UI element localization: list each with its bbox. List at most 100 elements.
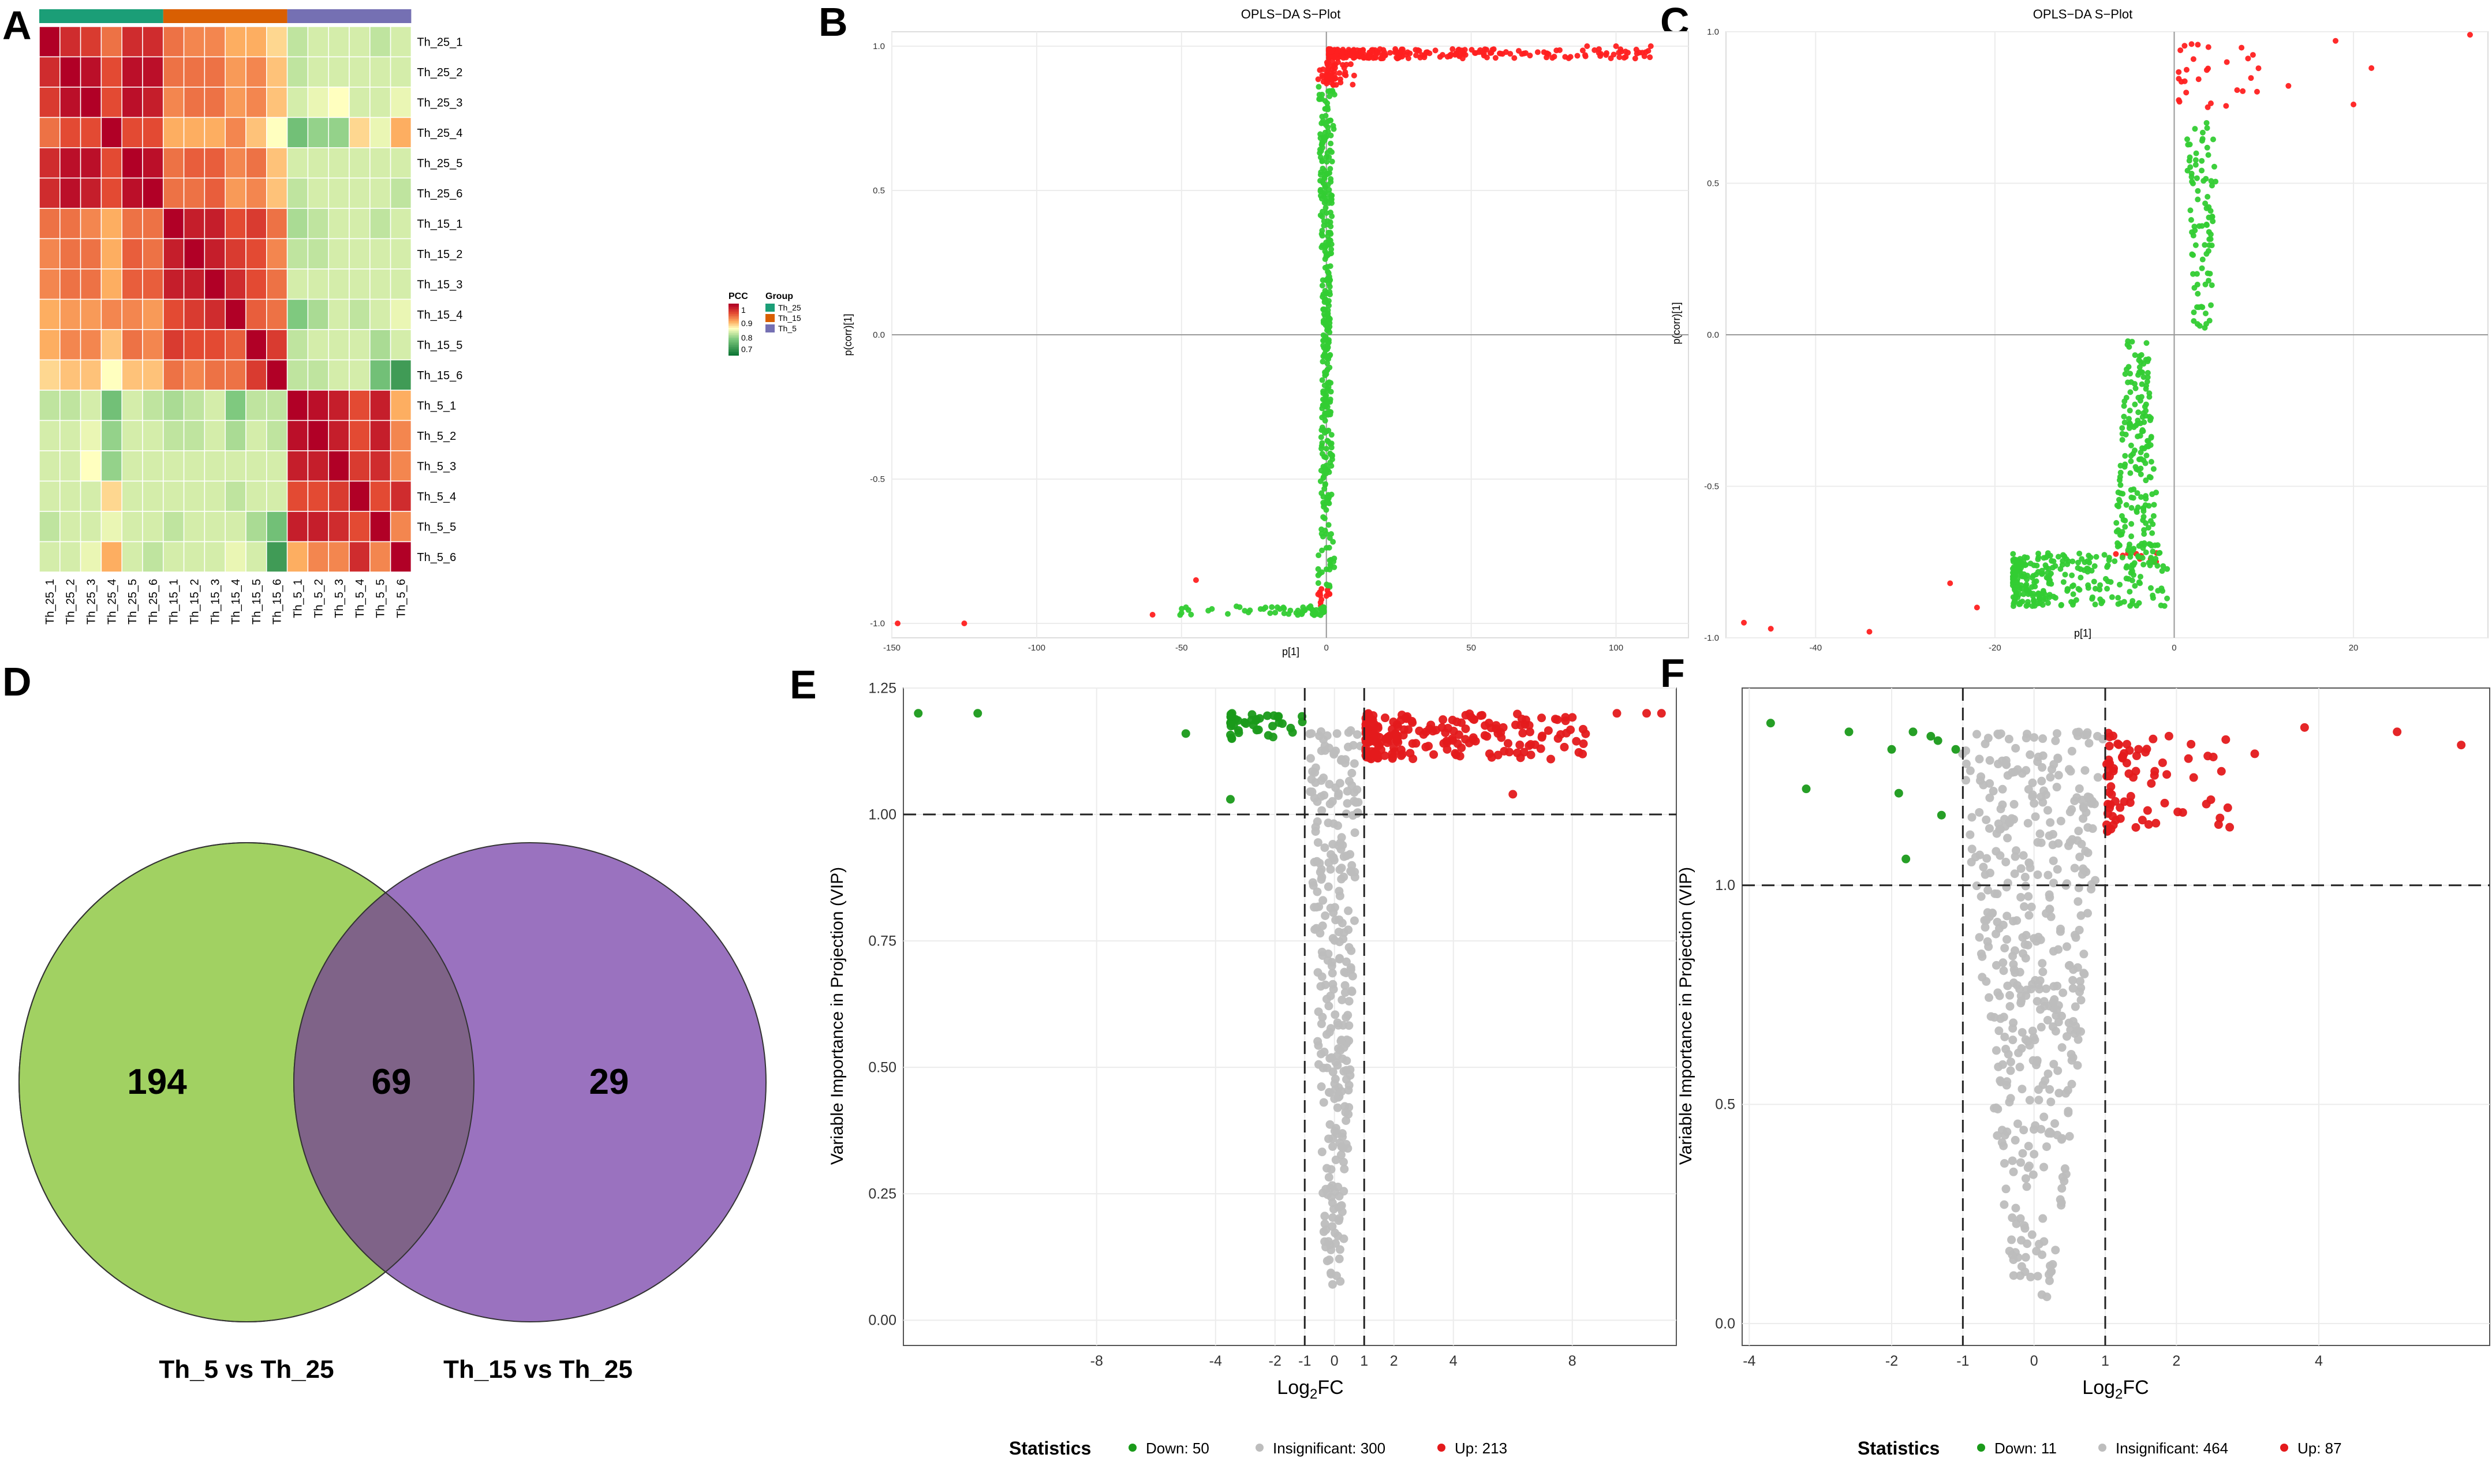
point-down [1320,306,1327,312]
heatmap-cell [328,541,350,573]
point-insig [1310,925,1320,934]
point-down [2042,591,2048,597]
point-insig [1332,1271,1341,1280]
point-down [2207,231,2214,238]
heatmap-cell [80,298,102,330]
point-down [1320,358,1326,365]
heatmap-cell [100,450,122,482]
heatmap-cell [328,147,350,179]
point-down [914,709,923,718]
point-insig [2025,1041,2034,1050]
point-insig [2038,1214,2048,1223]
point-down [1325,522,1332,528]
heatmap-cell [80,117,102,148]
heatmap-cell [245,450,267,482]
row-label: Th_5_3 [417,460,456,473]
point-insig [2049,856,2058,865]
point-insig [2052,729,2061,738]
point-up [2250,52,2256,58]
legend-insig-label: Insignificant: 300 [1273,1440,1385,1457]
point-down [1324,353,1331,359]
point-down [1325,412,1331,418]
heatmap-cell [349,541,371,573]
point-down [1926,732,1936,741]
point-down [2138,494,2144,500]
volcano-f-points [1766,719,2466,1302]
point-up [2113,551,2119,557]
point-down [1293,610,1299,616]
pcc-colorbar-step [728,324,739,327]
pcc-colorbar-step [728,337,739,339]
heatmap-cell [142,87,164,118]
point-insig [1324,1173,1333,1182]
point-up [1389,717,1398,727]
point-up [1466,712,1475,722]
point-up [1568,713,1577,722]
point-down [2138,449,2144,455]
heatmap-cell [390,117,412,148]
point-down [2127,589,2133,595]
point-insig [1316,868,1325,877]
point-down [2052,595,2058,601]
pcc-colorbar-step [728,350,739,353]
point-insig [2002,911,2012,921]
point-insig [1344,1109,1353,1119]
point-down [2127,554,2134,560]
heatmap-cell [59,450,81,482]
point-insig [2038,763,2047,772]
point-down [1327,289,1333,295]
point-down [1327,364,1333,371]
point-insig [1979,780,1988,790]
point-insig [2081,847,2090,856]
heatmap-cell [328,329,350,361]
point-up [1350,81,1356,88]
heatmap-cell [183,87,206,118]
point-insig [1327,1245,1336,1254]
point-down [2140,428,2146,434]
point-down [1324,312,1331,318]
point-insig [2011,946,2019,955]
heatmap-cell [349,117,371,148]
point-down [2190,252,2196,258]
point-down [2209,282,2215,289]
point-insig [2022,1182,2031,1191]
point-insig [2037,776,2046,786]
volcano-e-thresholds [903,688,1676,1345]
point-down [2213,178,2219,185]
heatmap-cell [142,511,164,543]
point-insig [2012,1219,2021,1228]
group-legend-th15: Th_15 [778,313,801,323]
point-insig [2011,743,2020,753]
x-tick-label: 50 [1466,643,1476,653]
point-down [2149,530,2155,536]
point-down [2019,560,2025,566]
point-insig [1336,844,1346,854]
point-down [2144,358,2151,365]
heatmap-cell [286,177,309,209]
column-label: Th_25_6 [147,579,160,625]
x-tick-label: 100 [1609,643,1623,653]
heatmap-cell [121,238,143,270]
point-insig [1998,920,2008,929]
point-insig [1314,1060,1323,1069]
point-insig [2014,1048,2023,1057]
point-insig [2057,1135,2066,1144]
x-tick-label: -1 [1298,1353,1311,1369]
point-down [2184,136,2191,143]
venn-overlap [293,843,474,1322]
point-down [1329,158,1335,165]
point-down [2143,453,2150,459]
volcano-f-ylabel: Variable Importance in Projection (VIP) [1676,867,1695,1165]
heatmap-cell [142,420,164,451]
heatmap-cell [100,177,122,209]
heatmap-cell [328,208,350,240]
point-down [2055,554,2061,560]
point-down [1274,604,1280,611]
point-down [2134,490,2140,496]
point-down [2140,505,2146,511]
heatmap-cell [390,298,412,330]
heatmap-cell [204,56,226,88]
point-down [2028,584,2035,590]
point-up [1328,48,1335,55]
point-down [1322,394,1329,400]
